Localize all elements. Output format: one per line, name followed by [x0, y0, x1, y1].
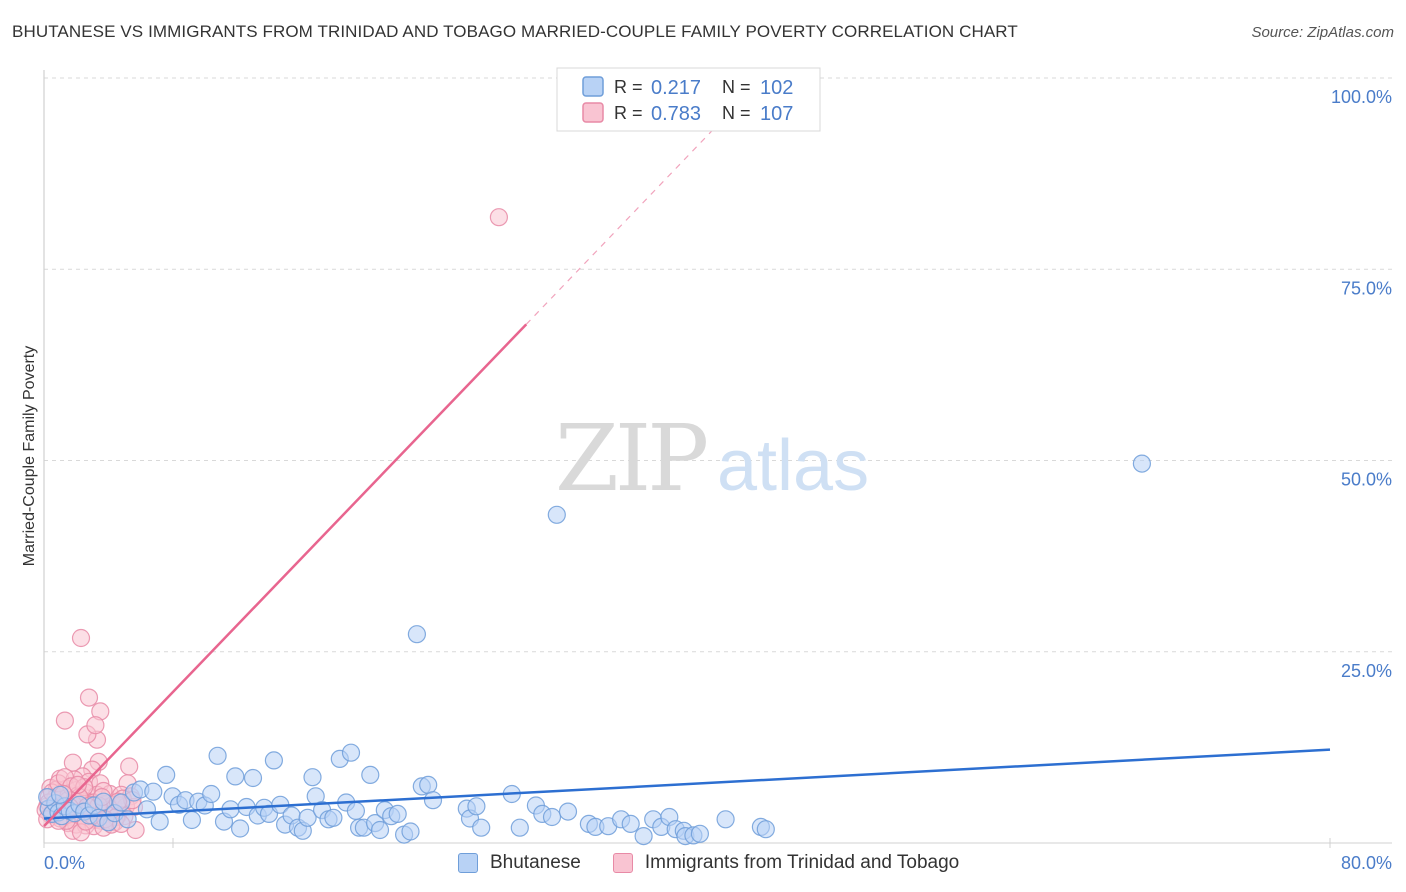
trinidad-point [71, 628, 91, 648]
bhutanese-trendline [43, 748, 1331, 820]
y-tick-label-50: 50.0% [1341, 470, 1392, 490]
bhutanese-point [621, 814, 640, 834]
legend-n-value-1: 102 [760, 77, 793, 99]
bhutanese-point [231, 819, 250, 838]
watermark-atlas: atlas [717, 426, 869, 506]
bhutanese-point [50, 785, 70, 804]
chart-title: BHUTANESE VS IMMIGRANTS FROM TRINIDAD AN… [12, 22, 1018, 41]
bhutanese-point [157, 765, 176, 785]
bhutanese-point [226, 767, 245, 786]
y-axis-label: Married-Couple Family Poverty [21, 346, 38, 567]
legend-n-value-2: 107 [760, 103, 793, 125]
bhutanese-point [243, 768, 263, 788]
bhutanese-point [341, 743, 361, 762]
bhutanese-point [547, 505, 566, 524]
bhutanese-point [388, 804, 407, 824]
legend-r-value-2: 0.783 [651, 103, 701, 125]
bhutanese-point [542, 807, 562, 827]
watermark-zip: ZIP [555, 405, 706, 512]
bhutanese-point [303, 768, 322, 787]
bhutanese-point [346, 801, 365, 821]
legend-n-label-1: N = [722, 77, 751, 97]
trinidad-point [68, 775, 87, 795]
y-tick-labels: 25.0% 50.0% 75.0% 100.0% [1331, 87, 1392, 681]
bhutanese-point [558, 802, 578, 821]
bhutanese-point [419, 775, 438, 795]
bottom-legend-item-bhutanese[interactable]: Bhutanese [458, 852, 581, 874]
legend-n-label-2: N = [722, 103, 751, 123]
bhutanese-point [370, 820, 390, 840]
bhutanese-point [144, 782, 163, 801]
legend-swatch-trinidad [582, 102, 604, 123]
trinidad-point [120, 757, 139, 776]
bhutanese-point [324, 808, 343, 827]
x-tick-label-max: 80.0% [1341, 853, 1392, 873]
bhutanese-point [137, 800, 156, 819]
bhutanese-point [208, 746, 227, 765]
bhutanese-point [202, 784, 221, 804]
axes [43, 70, 1392, 848]
bhutanese-point [716, 810, 735, 829]
bhutanese-point [264, 751, 283, 770]
bhutanese-point [407, 625, 426, 644]
trinidad-trendline [43, 323, 528, 828]
series-trinidad-points [36, 208, 508, 842]
y-tick-label-25: 25.0% [1341, 661, 1392, 681]
legend-r-label-2: R = [614, 103, 643, 123]
x-tick-label-min: 0.0% [44, 853, 85, 873]
legend-swatch-bhutanese [582, 76, 604, 97]
bhutanese-point [150, 812, 169, 831]
bhutanese-swatch [458, 853, 478, 873]
trend-lines [43, 129, 1331, 828]
bhutanese-point [361, 765, 380, 785]
watermark: ZIP atlas [555, 405, 869, 512]
bottom-legend-item-trinidad[interactable]: Immigrants from Trinidad and Tobago [612, 852, 960, 874]
trinidad-point [86, 716, 105, 735]
source-label: Source: ZipAtlas.com [1251, 24, 1394, 41]
bhutanese-point [112, 793, 131, 812]
bhutanese-point [634, 826, 653, 846]
bhutanese-point [467, 797, 486, 816]
trinidad-label: Immigrants from Trinidad and Tobago [644, 852, 960, 873]
bhutanese-point [423, 791, 443, 810]
legend-box: R = 0.217 N = 102 R = 0.783 N = 107 [556, 67, 821, 132]
bhutanese-point [298, 808, 317, 827]
bhutanese-point [94, 792, 113, 811]
bhutanese-point [690, 824, 710, 843]
legend-r-label-1: R = [614, 77, 643, 97]
y-tick-label-75: 75.0% [1341, 278, 1392, 298]
bhutanese-point [510, 818, 529, 837]
trinidad-point [79, 688, 99, 707]
bottom-legend: Bhutanese Immigrants from Trinidad and T… [458, 852, 991, 874]
trinidad-swatch [612, 853, 633, 873]
gridlines [44, 77, 1392, 653]
trinidad-trendline-extension [525, 129, 714, 325]
legend-r-value-1: 0.217 [651, 77, 701, 99]
bhutanese-point [401, 822, 420, 841]
series-bhutanese-points [38, 454, 1152, 846]
trinidad-point [55, 711, 75, 730]
bhutanese-point [182, 810, 201, 830]
y-tick-label-100: 100.0% [1331, 87, 1392, 107]
bhutanese-label: Bhutanese [490, 852, 581, 873]
trinidad-point [489, 208, 508, 227]
bhutanese-point [1132, 454, 1152, 473]
bhutanese-point [472, 818, 491, 837]
bhutanese-point [756, 820, 775, 839]
